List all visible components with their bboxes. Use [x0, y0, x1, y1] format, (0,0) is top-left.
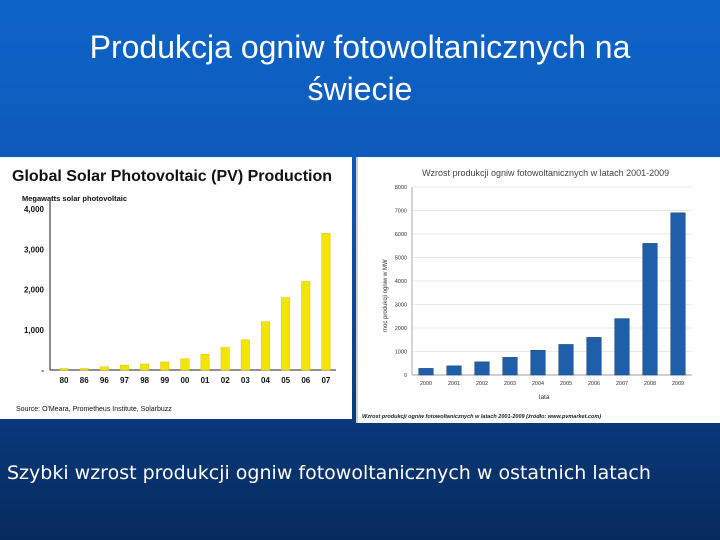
slide-title: Produkcja ogniw fotowoltanicznych na świ…: [89, 29, 631, 107]
x-tick-label: 86: [80, 376, 89, 385]
x-tick-label: 02: [221, 376, 230, 385]
y-tick-label: 7000: [395, 209, 407, 215]
y-tick-label: 8000: [395, 185, 407, 191]
bar: [301, 281, 311, 371]
x-tick-label: 98: [140, 376, 149, 385]
x-tick-label: 01: [201, 376, 210, 385]
y-tick-label: 3,000: [24, 245, 45, 254]
y-tick-label: 2000: [395, 326, 407, 332]
x-tick-label: 2009: [672, 381, 684, 387]
bar: [558, 344, 574, 376]
y-tick-label: 5000: [395, 256, 407, 262]
bar: [200, 354, 210, 371]
x-tick-label: 2008: [644, 381, 656, 387]
y-axis-label: moc produkcji ogniw w MW: [383, 259, 389, 332]
x-tick-label: 2001: [448, 381, 460, 387]
x-tick-label: 2005: [560, 381, 572, 387]
pv-growth-chart-panel: Wzrost produkcji ogniw fotowoltanicznych…: [356, 157, 720, 423]
bar: [281, 297, 291, 371]
x-tick-label: 00: [180, 376, 189, 385]
chart-source: Source: O'Meara, Prometheus Institute, S…: [16, 406, 172, 413]
x-tick-label: 06: [301, 376, 310, 385]
y-tick-label: 2,000: [24, 286, 45, 295]
x-tick-label: 96: [100, 376, 109, 385]
bar: [59, 368, 69, 371]
bar: [474, 361, 490, 376]
bar: [240, 339, 250, 371]
x-tick-label: 2000: [420, 381, 432, 387]
x-tick-label: 80: [60, 376, 69, 385]
bar: [160, 361, 170, 371]
x-tick-label: 03: [241, 376, 250, 385]
x-axis-label: lata: [539, 394, 550, 401]
bar: [140, 363, 150, 371]
chart-title: Global Solar Photovoltaic (PV) Productio…: [12, 168, 332, 185]
bar: [670, 212, 686, 376]
slide-caption: Szybki wzrost produkcji ogniw fotowoltan…: [7, 462, 651, 484]
y-tick-label: 1000: [395, 350, 407, 356]
bar: [220, 347, 230, 371]
chart-title: Wzrost produkcji ogniw fotowoltanicznych…: [422, 168, 669, 178]
y-tick-label: 6000: [395, 232, 407, 238]
bar: [530, 350, 546, 376]
x-tick-label: 05: [281, 376, 290, 385]
x-tick-label: 2002: [476, 381, 488, 387]
x-tick-label: 04: [261, 376, 270, 385]
y-tick-label: -: [41, 366, 44, 375]
bar: [261, 321, 270, 371]
x-tick-label: 97: [120, 376, 129, 385]
bar: [614, 318, 630, 376]
y-tick-label: 4000: [395, 279, 407, 285]
x-tick-label: 2003: [504, 381, 516, 387]
bar: [79, 368, 89, 371]
x-tick-label: 99: [160, 376, 169, 385]
bar: [321, 232, 331, 371]
y-tick-label: 4,000: [24, 205, 45, 214]
pv-growth-chart: Wzrost produkcji ogniw fotowoltanicznych…: [362, 168, 692, 420]
bar: [120, 364, 129, 371]
bar: [642, 243, 658, 376]
chart-source: Wzrost produkcji ogniw fotowoltanicznych…: [362, 414, 601, 420]
bar: [418, 368, 434, 376]
bar: [99, 366, 109, 371]
bar: [502, 357, 518, 376]
x-tick-label: 07: [321, 376, 330, 385]
bar: [586, 337, 602, 376]
bar: [180, 358, 190, 371]
y-tick-label: 0: [404, 373, 407, 379]
x-tick-label: 2006: [588, 381, 600, 387]
bar: [446, 365, 462, 376]
global-pv-chart-panel: Global Solar Photovoltaic (PV) Productio…: [0, 157, 352, 419]
x-tick-label: 2004: [532, 381, 544, 387]
y-tick-label: 3000: [395, 303, 407, 309]
y-axis-label: Megawatts solar photovoltaic: [22, 194, 127, 203]
x-tick-label: 2007: [616, 381, 628, 387]
global-pv-chart: Global Solar Photovoltaic (PV) Productio…: [12, 168, 336, 413]
y-tick-label: 1,000: [24, 326, 45, 335]
